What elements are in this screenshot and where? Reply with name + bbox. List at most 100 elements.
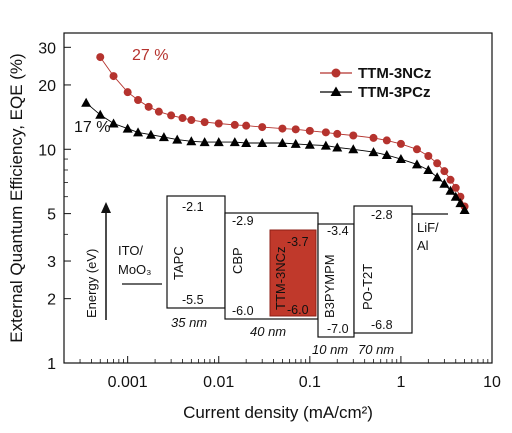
layer-box-tapc	[166, 195, 226, 309]
energy-arrow-head	[101, 202, 111, 213]
point-ttm-3ncz-1	[109, 72, 118, 81]
point-ttm-3pcz-13	[257, 137, 268, 147]
lumo-ttm-3ncz: -3.7	[287, 235, 309, 249]
energy-level-inset: Energy (eV) ITO/ MoO₃ -2.1 -5.5 TAPC 35 …	[84, 195, 448, 357]
layer-label-lif: LiF/	[417, 220, 439, 235]
point-ttm-3ncz-5	[154, 107, 163, 116]
point-ttm-3ncz-12	[242, 121, 251, 130]
layer-name-b3pympm: B3PYMPM	[322, 254, 337, 318]
annotation-17-percent: 17 %	[74, 119, 110, 136]
point-ttm-3ncz-8	[187, 116, 196, 125]
layer-box-ttm-3ncz	[269, 229, 317, 317]
point-ttm-3pcz-14	[277, 137, 288, 147]
point-ttm-3pcz-24	[423, 164, 434, 174]
layer-name-ttm-3ncz: TTM-3NCz	[273, 246, 288, 310]
point-ttm-3ncz-24	[424, 152, 433, 161]
x-tick-label-2: 0.1	[299, 374, 321, 391]
energy-axis-label: Energy (eV)	[84, 249, 99, 318]
x-axis-title: Current density (mA/cm²)	[183, 403, 373, 422]
layer-box-po-t2t	[353, 205, 413, 334]
legend-marker-ttm-3ncz	[331, 68, 341, 78]
series-markers	[81, 53, 470, 214]
homo-cbp: -6.0	[232, 304, 254, 318]
point-ttm-3pcz-27	[445, 185, 456, 195]
point-ttm-3pcz-8	[186, 136, 197, 146]
point-ttm-3ncz-27	[446, 175, 455, 184]
point-ttm-3ncz-23	[412, 145, 421, 154]
point-ttm-3ncz-2	[123, 88, 132, 97]
y-axis-title: External Quantum Efficiency, EQE (%)	[7, 53, 26, 342]
point-ttm-3pcz-17	[320, 140, 331, 150]
thickness-tapc: 35 nm	[171, 315, 207, 330]
lumo-b3pympm: -3.4	[327, 224, 349, 238]
point-ttm-3pcz-9	[199, 137, 210, 147]
lumo-cbp: -2.9	[232, 214, 254, 228]
y-tick-label-2: 3	[47, 254, 56, 271]
point-ttm-3ncz-22	[396, 139, 405, 148]
lumo-tapc: -2.1	[182, 200, 204, 214]
thickness-b3pympm: 10 nm	[312, 342, 348, 357]
layer-name-cbp: CBP	[230, 247, 245, 274]
point-ttm-3pcz-5	[145, 129, 156, 139]
annotation-27-percent: 27 %	[132, 47, 168, 64]
point-ttm-3ncz-19	[349, 131, 358, 140]
point-ttm-3pcz-7	[172, 134, 183, 144]
y-tick-label-4: 10	[38, 142, 56, 159]
point-ttm-3pcz-20	[368, 147, 379, 157]
layer-label-al: Al	[417, 238, 429, 253]
point-ttm-3pcz-29	[455, 198, 466, 208]
y-tick-label-5: 20	[38, 78, 56, 95]
point-ttm-3ncz-21	[382, 136, 391, 145]
point-ttm-3pcz-28	[450, 191, 461, 201]
y-tick-label-1: 2	[47, 292, 56, 309]
point-ttm-3pcz-2	[108, 118, 119, 128]
point-ttm-3ncz-0	[96, 53, 105, 62]
y-tick-label-0: 1	[47, 356, 56, 373]
point-ttm-3ncz-15	[291, 125, 300, 134]
x-tick-label-0: 0.001	[108, 374, 148, 391]
point-ttm-3pcz-30	[459, 204, 470, 214]
thickness-po-t2t: 70 nm	[358, 342, 394, 357]
point-ttm-3ncz-9	[200, 118, 209, 127]
point-ttm-3pcz-18	[332, 142, 343, 152]
layer-name-po-t2t: PO-T2T	[360, 264, 375, 310]
point-ttm-3ncz-26	[440, 167, 449, 176]
layer-label-ito: ITO/	[118, 243, 143, 258]
x-tick-label-3: 1	[396, 374, 405, 391]
point-ttm-3ncz-16	[305, 126, 314, 135]
point-ttm-3pcz-22	[395, 154, 406, 164]
homo-b3pympm: -7.0	[327, 322, 349, 336]
point-ttm-3ncz-6	[167, 111, 176, 120]
point-ttm-3ncz-11	[230, 120, 239, 129]
point-ttm-3ncz-13	[258, 123, 267, 132]
x-tick-label-4: 10	[483, 374, 501, 391]
homo-ttm-3ncz: -6.0	[287, 303, 309, 317]
point-ttm-3pcz-6	[158, 132, 169, 142]
point-ttm-3ncz-14	[278, 124, 287, 133]
series-line-1	[85, 102, 465, 211]
point-ttm-3pcz-1	[95, 109, 106, 119]
point-ttm-3pcz-12	[241, 137, 252, 147]
point-ttm-3ncz-20	[369, 133, 378, 142]
point-ttm-3pcz-21	[381, 150, 392, 160]
homo-tapc: -5.5	[182, 293, 204, 307]
point-ttm-3ncz-25	[433, 159, 442, 168]
y-tick-label-6: 30	[38, 40, 56, 57]
point-ttm-3ncz-7	[178, 114, 187, 123]
axis-ticks: 0.001 0.01 0.1 1 10 1 2 3 5 10 20 30	[38, 40, 501, 391]
point-ttm-3pcz-4	[133, 127, 144, 137]
point-ttm-3ncz-28	[451, 183, 460, 192]
legend: TTM-3NCz TTM-3PCz	[320, 65, 431, 101]
point-ttm-3ncz-10	[214, 119, 223, 128]
point-ttm-3pcz-16	[304, 139, 315, 149]
layer-label-moo3: MoO₃	[118, 262, 151, 277]
layer-box-b3pympm	[317, 223, 355, 338]
point-ttm-3ncz-3	[134, 96, 143, 105]
point-ttm-3pcz-23	[411, 159, 422, 169]
point-ttm-3pcz-26	[439, 178, 450, 188]
point-ttm-3ncz-4	[144, 102, 153, 111]
point-ttm-3pcz-11	[229, 137, 240, 147]
point-ttm-3ncz-18	[333, 129, 342, 138]
x-tick-label-1: 0.01	[203, 374, 234, 391]
